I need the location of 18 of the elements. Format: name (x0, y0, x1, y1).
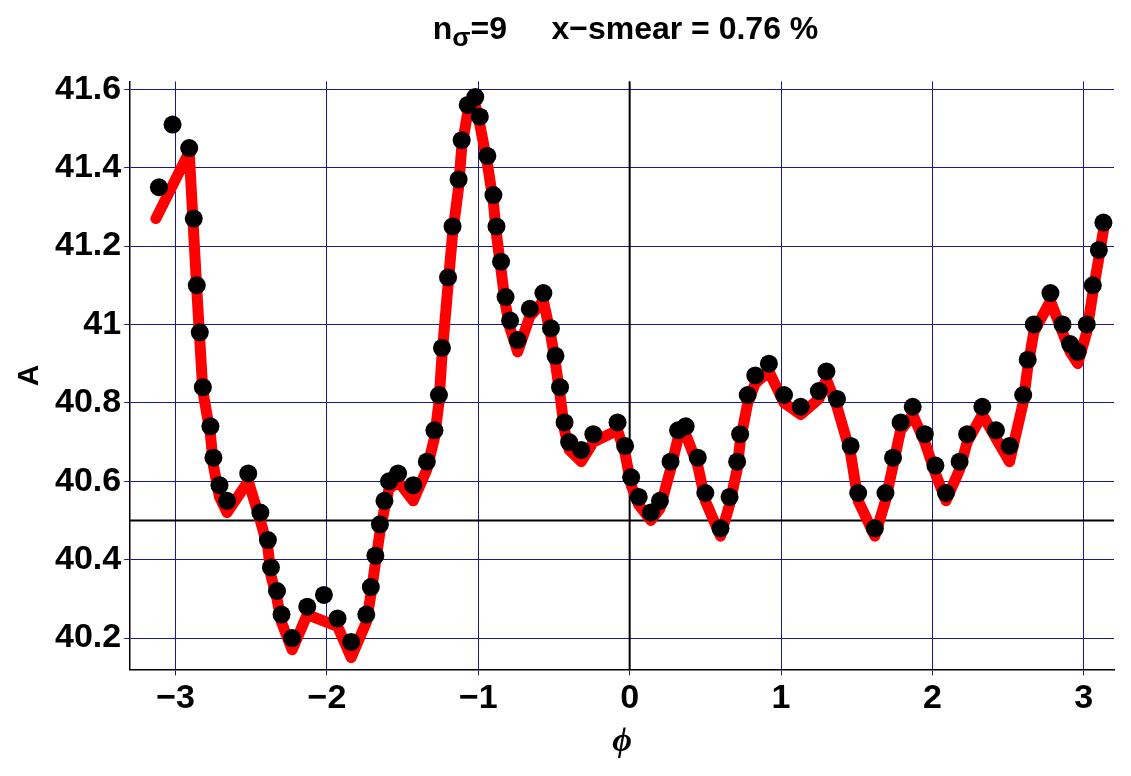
chart-title: n$_{σ}$=9 x−smear = 0.76 % (431, 9, 820, 55)
y-tick-label: 41.6 (54, 67, 122, 106)
x-tick-label: 1 (771, 677, 791, 716)
y-tick-label: 41.4 (54, 146, 122, 185)
x-tick-label: −1 (458, 677, 498, 716)
y-axis-title: A (11, 364, 45, 387)
y-tick-label: 40.4 (54, 538, 122, 577)
x-tick-label: 2 (922, 677, 942, 716)
x-tick-label: −3 (156, 677, 195, 716)
y-tick-label: 40.8 (54, 381, 122, 420)
x-tick-label: 3 (1074, 677, 1094, 716)
y-tick-label: 41.2 (54, 224, 122, 263)
y-tick-label: 40.2 (54, 616, 122, 655)
x-tick-label: −2 (307, 677, 347, 716)
y-tick-label: 41 (83, 302, 122, 341)
y-tick-label: 40.6 (54, 459, 122, 498)
x-axis-title: ϕ (612, 721, 632, 759)
x-tick-label: 0 (620, 677, 640, 716)
